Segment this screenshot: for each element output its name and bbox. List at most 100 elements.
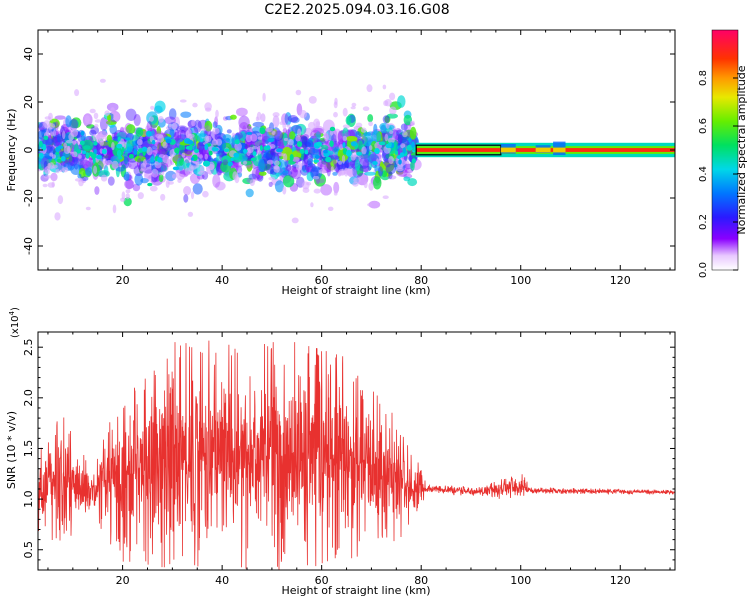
spectral-blob bbox=[115, 167, 126, 172]
spectral-peak bbox=[101, 148, 107, 155]
spectral-peak bbox=[175, 147, 180, 155]
spectral-blob bbox=[382, 195, 389, 199]
spectral-blob bbox=[265, 150, 276, 162]
spectral-blob bbox=[367, 114, 374, 123]
spectral-blob bbox=[168, 108, 177, 120]
spectral-peak bbox=[121, 146, 125, 153]
spectral-peak bbox=[411, 141, 415, 148]
spectral-blob bbox=[112, 204, 117, 214]
spectral-blob bbox=[239, 131, 247, 142]
spectral-peak bbox=[266, 145, 270, 149]
spectral-blob bbox=[50, 131, 54, 137]
spectral-blob bbox=[133, 114, 141, 126]
spectral-blob bbox=[287, 115, 299, 123]
spectral-blob bbox=[355, 131, 361, 139]
spectrogram-y-tick-label: 40 bbox=[22, 47, 35, 61]
spectral-peak bbox=[126, 146, 131, 152]
spectral-peak bbox=[125, 137, 131, 141]
spectral-peak bbox=[57, 145, 64, 149]
spectral-blob bbox=[49, 152, 54, 157]
spectral-peak bbox=[408, 138, 412, 143]
spectral-blob bbox=[42, 138, 54, 146]
spectral-blob bbox=[113, 112, 120, 121]
spectral-blob bbox=[282, 174, 295, 188]
spectral-blob bbox=[361, 146, 367, 155]
spectral-blob bbox=[96, 133, 101, 143]
spectral-blob bbox=[248, 173, 257, 180]
spectral-blob bbox=[320, 184, 333, 196]
spectral-blob bbox=[43, 175, 52, 179]
snr-x-ticks: 20 40 60 80 100 120 bbox=[47, 332, 671, 587]
spectral-blob bbox=[134, 173, 144, 186]
spectral-blob bbox=[251, 146, 259, 150]
spectrogram-x-label: Height of straight line (km) bbox=[281, 284, 430, 297]
spectral-blob bbox=[362, 134, 373, 147]
spectral-blob bbox=[265, 162, 275, 175]
spectral-blob bbox=[312, 147, 319, 154]
spectral-peak bbox=[194, 148, 200, 153]
spectral-blob bbox=[327, 206, 334, 211]
spectral-blob bbox=[137, 138, 143, 146]
spectral-blob bbox=[177, 178, 182, 184]
spectral-blob bbox=[338, 160, 342, 165]
spectral-blob bbox=[204, 153, 208, 160]
spectral-blob bbox=[42, 183, 48, 188]
spectral-blob bbox=[140, 168, 145, 172]
spectral-blob bbox=[254, 139, 266, 148]
spectral-blob bbox=[400, 143, 406, 149]
spectral-blob bbox=[396, 129, 404, 137]
spectral-peak bbox=[117, 136, 121, 142]
spectral-blob bbox=[124, 179, 135, 189]
spectral-blob bbox=[188, 164, 194, 173]
spectral-blob bbox=[183, 186, 192, 196]
spectral-peak bbox=[56, 158, 62, 163]
spectral-peak bbox=[157, 157, 163, 163]
spectrogram-x-tick-label: 120 bbox=[610, 274, 631, 287]
spectral-peak bbox=[208, 150, 213, 156]
spectral-blob bbox=[302, 136, 308, 146]
spectral-blob bbox=[215, 181, 226, 191]
spectral-blob bbox=[99, 140, 104, 146]
spectral-blob bbox=[165, 144, 178, 152]
spectral-blob bbox=[121, 191, 126, 200]
spectral-blob bbox=[368, 121, 373, 127]
spectral-blob bbox=[172, 155, 182, 162]
spectral-blob bbox=[65, 139, 74, 144]
spectral-blob bbox=[187, 211, 194, 217]
spectral-peak bbox=[147, 182, 153, 187]
spectral-blob bbox=[262, 92, 266, 102]
spectral-blob bbox=[181, 152, 186, 158]
spectral-peak bbox=[133, 148, 138, 155]
spectral-blob bbox=[400, 123, 408, 131]
spectral-blob bbox=[193, 128, 198, 133]
spectral-blob bbox=[333, 111, 338, 118]
spectral-blob bbox=[308, 96, 317, 104]
spectral-blob bbox=[146, 121, 153, 133]
spectral-blob bbox=[125, 108, 137, 122]
spectral-blob bbox=[407, 178, 418, 187]
spectral-peak bbox=[76, 149, 82, 154]
colorbar-tick-label: 0.4 bbox=[698, 166, 709, 182]
spectral-peak bbox=[299, 148, 305, 154]
spectral-blob bbox=[204, 102, 212, 111]
spectral-blob bbox=[378, 166, 383, 177]
spectral-blob bbox=[214, 116, 219, 128]
spectral-blob bbox=[110, 107, 115, 114]
spectral-blob bbox=[237, 170, 242, 174]
snr-y-multiplier: (x104) bbox=[8, 307, 21, 338]
snr-multiplier-exp: 4 bbox=[8, 310, 16, 315]
spectral-blob bbox=[123, 171, 130, 181]
spectral-blob bbox=[366, 84, 373, 93]
spectral-blob bbox=[404, 168, 414, 174]
spectral-blob bbox=[345, 135, 358, 142]
spectral-blob bbox=[344, 131, 351, 138]
spectral-blob bbox=[150, 124, 158, 129]
spectral-blob bbox=[380, 124, 387, 134]
spectral-blob bbox=[56, 133, 62, 143]
spectral-blob bbox=[326, 163, 331, 177]
spectral-blob bbox=[136, 158, 142, 168]
spectral-blob bbox=[234, 142, 242, 151]
spectral-blob bbox=[301, 159, 307, 171]
spectral-peak bbox=[246, 131, 253, 135]
spectral-blob bbox=[257, 136, 263, 140]
